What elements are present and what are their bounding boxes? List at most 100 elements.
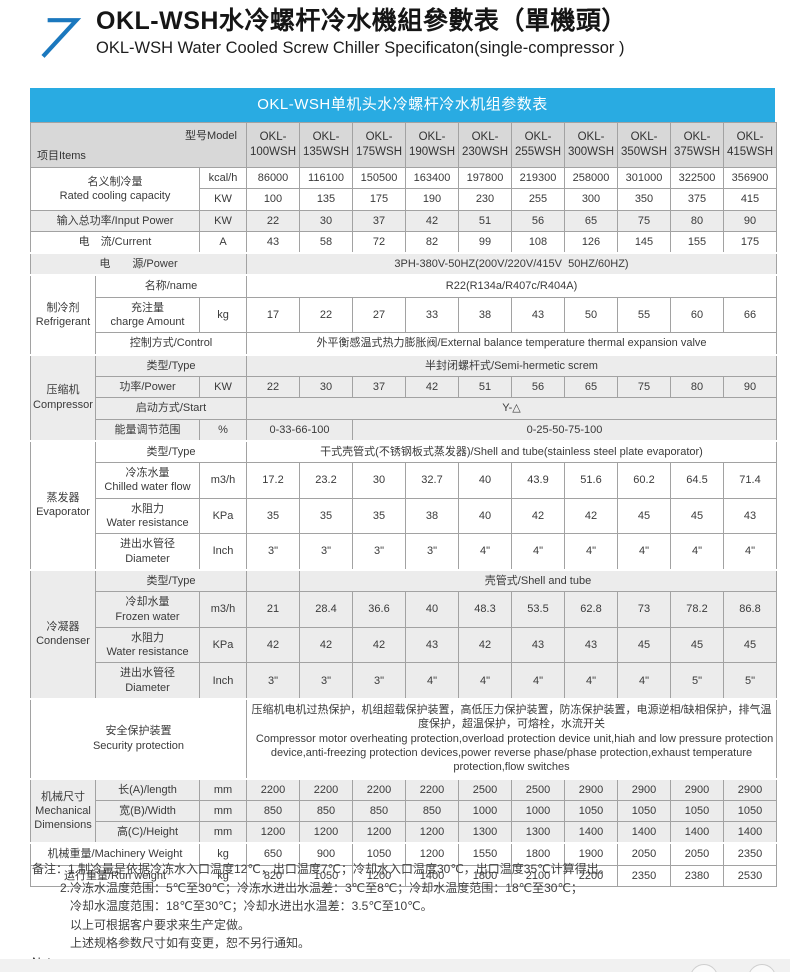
value-cell: 27	[352, 296, 406, 334]
value-cell: 80	[670, 209, 724, 232]
note-line: 冷却水温度范围：18℃至30℃；冷却水进出水温差：3.5℃至10℃。	[70, 899, 433, 914]
value-cell: 42	[352, 626, 406, 664]
unit-cell: Inch	[199, 533, 247, 571]
title-block: OKL-WSH水冷螺杆冷水機組參數表（單機頭） OKL-WSH Water Co…	[96, 6, 627, 58]
value-cell: 51	[458, 209, 512, 232]
value-cell: 4"	[405, 662, 459, 700]
value-cell: 1400	[564, 821, 618, 844]
model-header: OKL- 190WSH	[405, 122, 459, 168]
merged-value: 半封闭螺杆式/Semi-hermetic screm	[246, 353, 777, 377]
value-cell: 820	[246, 864, 300, 887]
value-cell: 43	[246, 230, 300, 254]
value-cell: 1200	[299, 821, 353, 844]
value-cell: 38	[405, 497, 459, 535]
value-cell: 108	[511, 230, 565, 254]
value-cell: 301000	[617, 166, 671, 190]
value-cell: 23.2	[299, 462, 353, 499]
value-cell: 43.9	[511, 462, 565, 499]
value-cell: 4"	[564, 662, 618, 700]
value-cell: 3"	[405, 533, 459, 571]
value-cell: 66	[723, 296, 777, 334]
footer-circle-icon	[748, 964, 776, 972]
table-row: 机械尺寸 Mechanical Dimensions 长(A)/length mm 220…	[30, 777, 777, 844]
value-cell: 43	[564, 626, 618, 664]
row-label: 功率/Power	[95, 375, 200, 399]
value-cell: 4"	[511, 662, 565, 700]
page-title: OKL-WSH水冷螺杆冷水機組參數表（單機頭）	[96, 7, 627, 35]
value-cell: 1200	[352, 864, 406, 887]
table-row: 控制方式/Control 外平衡感温式热力膨胀阀/External balance…	[31, 332, 777, 356]
merged-value: 外平衡感温式热力膨胀阀/External balance temperature…	[246, 332, 777, 356]
model-header: OKL- 300WSH	[564, 122, 618, 168]
section-label: 机械尺寸 Mechanical Dimensions	[30, 777, 96, 844]
value-cell: 32.7	[405, 462, 459, 499]
value-cell: 40	[405, 591, 459, 628]
value-cell: 42	[511, 497, 565, 535]
unit-cell: kg	[199, 296, 247, 334]
merged-value: 3PH-380V-50HZ(200V/220V/415V 50HZ/60HZ)	[246, 252, 777, 276]
notes-block: 备注：1.制冷量是依据冷冻水入口温度12℃，出口温度7℃；冷却水入口温度30℃，…	[32, 860, 772, 972]
value-cell: 230	[458, 188, 512, 211]
table-row: 能量调节范围% 0-33-66-100 0-25-50-75-100	[31, 418, 777, 442]
table-row: 压缩机 Compressor 类型/Type 半封闭螺杆式/Semi-hermetic…	[30, 353, 777, 442]
table-row: 名义制冷量 Rated cooling capacity kcal/h 86000 11…	[30, 166, 777, 211]
unit-cell: Inch	[199, 662, 247, 700]
value-cell: 37	[352, 375, 406, 399]
value-cell: 22	[246, 209, 300, 232]
footer-strip	[0, 959, 790, 972]
value-cell: 1200	[246, 821, 300, 844]
value-cell: 300	[564, 188, 618, 211]
value-cell: 4"	[617, 533, 671, 571]
value-cell: 43	[511, 626, 565, 664]
value-cell: 322500	[670, 166, 724, 190]
value-cell: 4"	[511, 533, 565, 571]
value-cell: 60	[670, 296, 724, 334]
value-cell: 1400	[723, 821, 777, 844]
table-row: 运行重量/Run weight kg 820 1050 1200 1400 1800 2100…	[30, 864, 777, 887]
corner-items-label: 项目Items	[37, 149, 86, 162]
value-cell: 90	[723, 375, 777, 399]
value-cell: 90	[723, 209, 777, 232]
value-cell: 42	[299, 626, 353, 664]
value-cell: 116100	[299, 166, 353, 190]
value-cell: 4"	[564, 533, 618, 571]
corner-cell: 项目Items 型号Model	[30, 122, 247, 168]
row-label: 启动方式/Start	[95, 397, 247, 420]
corner-model-label: 型号Model	[185, 130, 237, 142]
value-cell: 1300	[511, 821, 565, 844]
value-cell: 850	[246, 799, 300, 823]
unit-cell: mm	[199, 799, 247, 823]
unit-cell: kcal/h	[199, 166, 247, 190]
security-protection-text: 压缩机电机过热保护，机组超载保护装置，高低压力保护装置，防冻保护装置，电源逆相/…	[246, 698, 777, 780]
value-cell: 55	[617, 296, 671, 334]
value-cell: 51	[458, 375, 512, 399]
row-label: 类型/Type	[95, 353, 247, 377]
value-cell: 56	[511, 209, 565, 232]
value-cell: 30	[352, 462, 406, 499]
value-cell: 71.4	[723, 462, 777, 499]
value-cell: 75	[617, 209, 671, 232]
value-cell: 2530	[723, 864, 777, 887]
value-cell: 1300	[458, 821, 512, 844]
row-label: 长(A)/length	[95, 777, 200, 801]
value-cell: 2050	[617, 842, 671, 866]
unit-cell: %	[199, 418, 247, 442]
row-label: 电 源/Power	[30, 252, 247, 276]
value-cell: 62.8	[564, 591, 618, 628]
value-cell: 1400	[617, 821, 671, 844]
section-label: 冷凝器 Condenser	[30, 568, 96, 700]
note-line: 以上可根据客户要求来生产定做。	[70, 917, 251, 932]
value-cell: 1050	[670, 799, 724, 823]
unit-cell: KPa	[199, 497, 247, 535]
value-cell: 42	[405, 209, 459, 232]
table-row: 高(C)/Height mm 1200 1200 1200 1200 1300 1300 140…	[31, 821, 777, 844]
value-cell: 17.2	[246, 462, 300, 499]
value-cell: 86000	[246, 166, 300, 190]
value-cell: 1900	[564, 842, 618, 866]
value-cell: 2200	[352, 777, 406, 801]
unit-cell: mm	[199, 777, 247, 801]
table-row: 冷凝器 Condenser 类型/Type 壳管式/Shell and tube	[30, 568, 777, 700]
value-cell: 45	[670, 626, 724, 664]
unit-cell: kg	[199, 864, 247, 887]
